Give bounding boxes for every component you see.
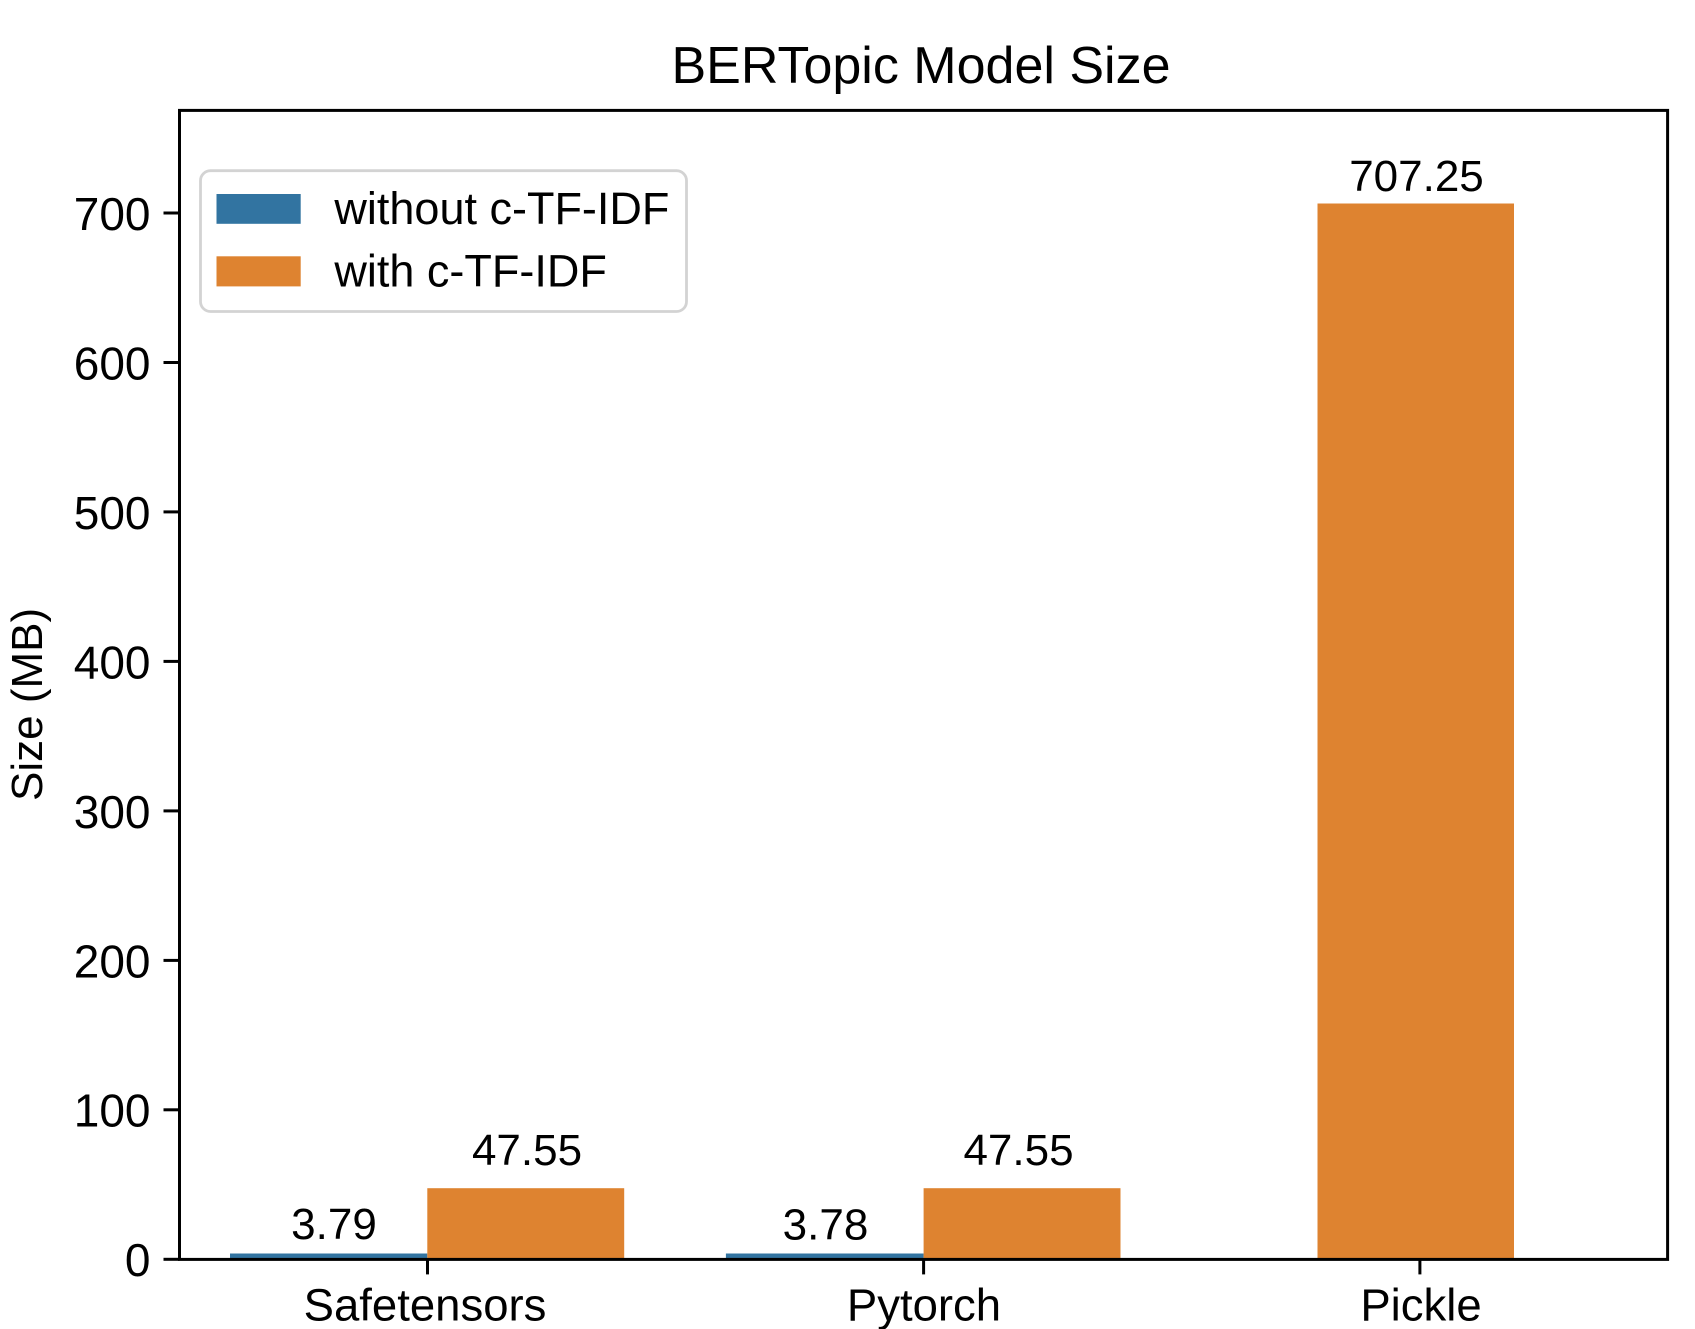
svg-text:200: 200 xyxy=(74,935,151,987)
svg-text:Pytorch: Pytorch xyxy=(847,1279,1001,1329)
svg-text:without c-TF-IDF: without c-TF-IDF xyxy=(333,183,669,234)
svg-text:500: 500 xyxy=(74,487,151,539)
svg-text:Pickle: Pickle xyxy=(1360,1279,1481,1329)
svg-text:Size (MB): Size (MB) xyxy=(3,608,52,801)
svg-text:3.79: 3.79 xyxy=(291,1200,377,1249)
svg-text:707.25: 707.25 xyxy=(1349,152,1484,201)
svg-text:BERTopic Model Size: BERTopic Model Size xyxy=(671,37,1170,95)
svg-text:700: 700 xyxy=(74,188,151,240)
svg-text:47.55: 47.55 xyxy=(472,1126,582,1175)
svg-text:300: 300 xyxy=(74,786,151,838)
svg-text:600: 600 xyxy=(74,337,151,389)
svg-text:with c-TF-IDF: with c-TF-IDF xyxy=(333,245,606,296)
svg-text:Safetensors: Safetensors xyxy=(304,1279,547,1329)
svg-text:3.78: 3.78 xyxy=(783,1201,869,1250)
svg-text:0: 0 xyxy=(125,1234,151,1286)
svg-text:47.55: 47.55 xyxy=(963,1126,1073,1175)
svg-text:400: 400 xyxy=(74,636,151,688)
svg-text:100: 100 xyxy=(74,1085,151,1137)
